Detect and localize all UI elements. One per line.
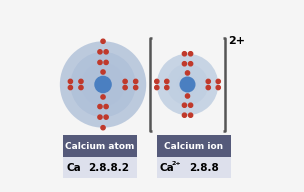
Circle shape xyxy=(101,126,105,130)
Bar xyxy=(157,157,231,178)
Circle shape xyxy=(165,85,169,90)
Circle shape xyxy=(188,62,193,66)
Text: Calcium atom: Calcium atom xyxy=(65,142,134,151)
Circle shape xyxy=(188,52,193,56)
Text: Ca: Ca xyxy=(159,162,174,173)
Circle shape xyxy=(98,60,102,65)
Text: Calcium ion: Calcium ion xyxy=(164,142,223,151)
Bar xyxy=(157,135,231,157)
Circle shape xyxy=(101,39,105,43)
Circle shape xyxy=(188,103,193,107)
Circle shape xyxy=(165,79,169,84)
Circle shape xyxy=(176,73,199,96)
Circle shape xyxy=(133,85,138,90)
Circle shape xyxy=(60,41,146,128)
Circle shape xyxy=(98,104,102,109)
Circle shape xyxy=(206,79,210,84)
Circle shape xyxy=(206,85,210,90)
Circle shape xyxy=(157,54,218,115)
Circle shape xyxy=(133,79,138,84)
Text: 2.8.8: 2.8.8 xyxy=(189,162,219,173)
Circle shape xyxy=(123,85,127,90)
Circle shape xyxy=(216,85,220,90)
Circle shape xyxy=(68,85,73,90)
Circle shape xyxy=(182,52,187,56)
Circle shape xyxy=(71,52,136,117)
Circle shape xyxy=(95,76,111,93)
Circle shape xyxy=(185,94,190,98)
Circle shape xyxy=(123,79,127,84)
Text: 2+: 2+ xyxy=(228,36,245,46)
Text: 2+: 2+ xyxy=(171,161,181,166)
Circle shape xyxy=(101,95,105,99)
Circle shape xyxy=(180,77,195,92)
Circle shape xyxy=(185,71,190,75)
Text: Ca: Ca xyxy=(67,162,81,173)
Bar xyxy=(63,135,136,157)
Bar xyxy=(63,157,136,178)
Circle shape xyxy=(79,79,83,84)
Circle shape xyxy=(182,103,187,107)
Circle shape xyxy=(188,113,193,117)
Circle shape xyxy=(216,79,220,84)
Circle shape xyxy=(104,115,108,119)
Circle shape xyxy=(167,64,208,105)
Circle shape xyxy=(101,70,105,74)
Circle shape xyxy=(98,50,102,54)
Circle shape xyxy=(79,85,83,90)
Circle shape xyxy=(104,60,108,65)
Circle shape xyxy=(182,62,187,66)
Circle shape xyxy=(155,85,159,90)
Circle shape xyxy=(182,113,187,117)
Circle shape xyxy=(104,50,108,54)
Circle shape xyxy=(68,79,73,84)
Circle shape xyxy=(98,115,102,119)
Text: 2.8.8.2: 2.8.8.2 xyxy=(88,162,129,173)
Circle shape xyxy=(81,62,125,107)
Circle shape xyxy=(155,79,159,84)
Circle shape xyxy=(91,72,116,97)
Circle shape xyxy=(104,104,108,109)
